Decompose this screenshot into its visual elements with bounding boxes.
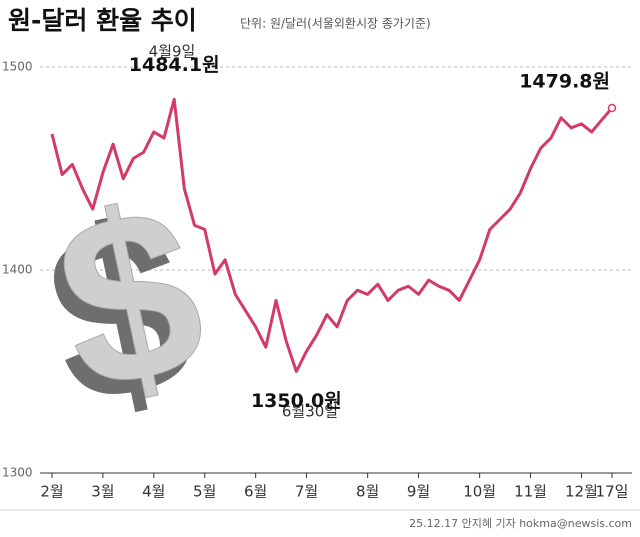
x-tick-label: 11월: [514, 483, 547, 501]
value-label: 1479.8원: [519, 71, 610, 93]
chart-subtitle: 단위: 원/달러(서울외환시장 종가기준): [240, 17, 431, 31]
y-tick-label: 1400: [2, 263, 33, 277]
x-tick-label: 10월: [463, 483, 496, 501]
x-tick-label: 6월: [244, 483, 267, 501]
x-tick-label: 17일: [596, 483, 629, 501]
value-label: 1350.0원: [251, 390, 342, 412]
x-tick-label: 5월: [193, 483, 216, 501]
chart-title: 원-달러 환율 추이: [8, 6, 197, 35]
dollar-face: $: [37, 153, 223, 443]
footer: 25.12.17 안지혜 기자 hokma@newsis.com: [409, 517, 632, 530]
y-tick-label: 1300: [2, 466, 33, 480]
x-tick-label: 4월: [142, 483, 165, 501]
y-tick-label: 1500: [2, 60, 33, 74]
value-label: 1484.1원: [129, 54, 220, 76]
x-tick-label: 3월: [91, 483, 114, 501]
annotation: 6월30일: [282, 403, 338, 421]
line: [50, 97, 614, 373]
end-marker: [607, 103, 617, 113]
annotation: 4월9일: [149, 43, 196, 61]
dollar-sign: $ $: [27, 152, 224, 457]
x-tick-label: 12월: [565, 483, 598, 501]
x-tick-label: 2월: [40, 483, 63, 501]
x-tick-label: 7월: [295, 483, 318, 501]
x-tick-label: 9월: [407, 483, 430, 501]
x-tick-label: 8월: [356, 483, 379, 501]
